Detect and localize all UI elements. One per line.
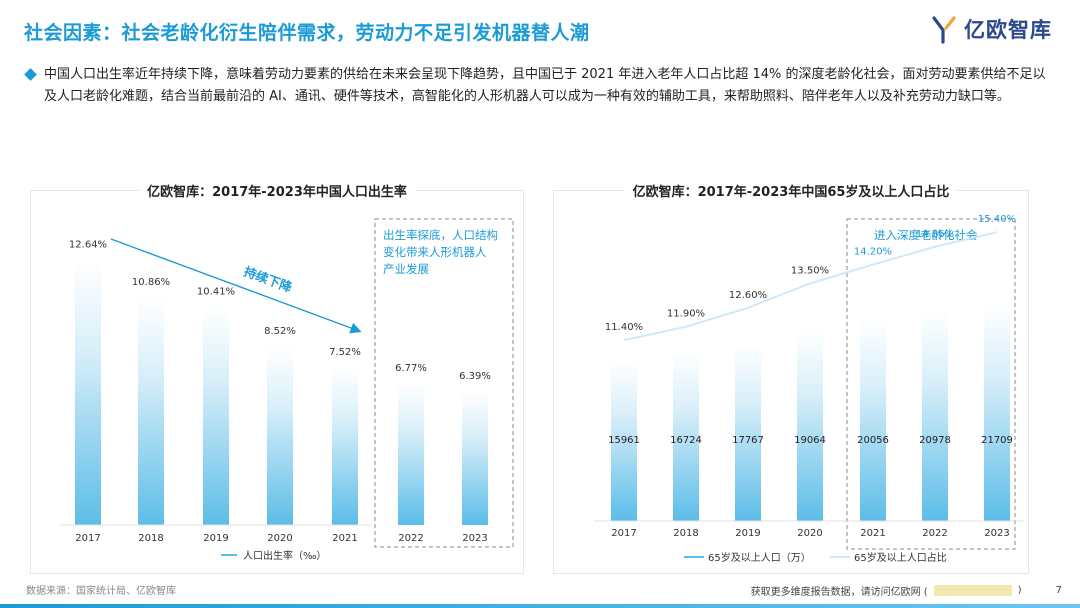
yiou-logo-icon: [932, 16, 956, 44]
footer-accent-bar: [0, 604, 1080, 608]
birth-rate-highlight-box: [374, 218, 514, 548]
birth-rate-chart-title: 亿欧智库：2017年-2023年中国人口出生率: [139, 185, 415, 200]
birth-rate-x-tick: 2020: [267, 533, 292, 544]
birth-rate-value-label: 7.52%: [329, 347, 361, 358]
birth-rate-x-tick: 2021: [332, 533, 357, 544]
summary-block: 中国人口出生率近年持续下降，意味着劳动力要素的供给在未来会呈现下降趋势，且中国已…: [24, 64, 1056, 108]
birth-rate-bar: [138, 296, 164, 525]
birth-rate-value-label: 6.39%: [459, 371, 491, 382]
elderly-population-bar: [611, 360, 637, 521]
birth-rate-bar: [203, 306, 229, 525]
elderly-legend-bar-label: 65岁及以上人口（万）: [708, 551, 811, 564]
birth-rate-value-label: 6.77%: [395, 363, 427, 374]
elderly-ratio-label: 11.40%: [605, 322, 643, 333]
elderly-population-label: 20056: [857, 435, 889, 446]
data-source: 数据来源：国家统计局、亿欧智库: [26, 586, 176, 597]
birth-rate-x-tick: 2017: [75, 533, 100, 544]
summary-text: 中国人口出生率近年持续下降，意味着劳动力要素的供给在未来会呈现下降趋势，且中国已…: [44, 67, 1046, 104]
birth-rate-value-label: 12.64%: [69, 240, 107, 251]
bullet-diamond-icon: [24, 68, 37, 81]
footer-cta-text: 获取更多维度报告数据，请访问亿欧网 (: [750, 587, 928, 598]
elderly-ratio-label: 13.50%: [791, 266, 829, 277]
page-number: 7: [1055, 585, 1062, 596]
birth-rate-value-label: 10.41%: [197, 286, 235, 297]
trend-arrow: [110, 238, 362, 334]
logo: 亿欧智库: [930, 14, 1052, 44]
birth-rate-value-label: 8.52%: [264, 326, 296, 337]
footer-website-link[interactable]: [933, 585, 1012, 596]
elderly-ratio-label: 14.86%: [916, 229, 954, 240]
elderly-x-tick: 2018: [673, 528, 698, 539]
elderly-legend-line-label: 65岁及以上人口占比: [854, 551, 947, 564]
elderly-population-bar: [797, 328, 823, 521]
footer-cta-end: ): [1017, 585, 1022, 596]
elderly-population-bar: [673, 352, 699, 521]
birth-rate-highlight-note: 变化带来人形机器人: [383, 245, 487, 259]
elderly-highlight-note: 进入深度老龄化社会: [874, 228, 978, 242]
elderly-population-bar: [984, 302, 1010, 521]
elderly-population-label: 16724: [670, 435, 702, 446]
birth-rate-bar: [398, 382, 424, 525]
elderly-x-tick: 2019: [735, 528, 760, 539]
footer-cta: 获取更多维度报告数据，请访问亿欧网 ( ) 7: [751, 583, 1062, 598]
elderly-population-bar: [735, 341, 761, 521]
elderly-ratio-label: 12.60%: [729, 290, 767, 301]
elderly-x-tick: 2020: [797, 528, 822, 539]
elderly-x-tick: 2023: [984, 528, 1009, 539]
elderly-x-tick: 2017: [611, 528, 636, 539]
birth-rate-bar: [462, 390, 488, 525]
elderly-ratio-chart: 进入深度老龄化社会 15961 2017 16724 2018 17767 2019 1906…: [594, 214, 1024, 564]
elderly-population-label: 21709: [981, 435, 1013, 446]
elderly-x-tick: 2022: [922, 528, 947, 539]
elderly-x-tick: 2021: [860, 528, 885, 539]
birth-rate-legend-label: 人口出生率（‰）: [243, 549, 326, 562]
elderly-highlight-box: [846, 218, 1016, 550]
elderly-population-bar: [860, 318, 886, 521]
birth-rate-x-tick: 2022: [398, 533, 423, 544]
birth-rate-highlight-note: 出生率探底，人口结构: [383, 228, 498, 242]
elderly-ratio-label: 14.20%: [854, 247, 892, 258]
birth-rate-bar: [332, 367, 358, 525]
birth-rate-x-tick: 2019: [203, 533, 228, 544]
logo-text: 亿欧智库: [964, 18, 1052, 42]
elderly-population-label: 17767: [732, 435, 764, 446]
elderly-population-label: 15961: [608, 435, 640, 446]
elderly-ratio-chart-panel: 亿欧智库：2017年-2023年中国65岁及以上人口占比 进入深度老龄化社会 15…: [553, 185, 1029, 574]
birth-rate-bar: [267, 346, 293, 525]
elderly-ratio-label: 15.40%: [978, 214, 1016, 225]
elderly-population-label: 20978: [919, 435, 951, 446]
birth-rate-value-label: 10.86%: [132, 277, 170, 288]
elderly-population-bar: [922, 309, 948, 521]
page-title: 社会因素：社会老龄化衍生陪伴需求，劳动力不足引发机器替人潮: [24, 22, 590, 44]
elderly-ratio-chart-title: 亿欧智库：2017年-2023年中国65岁及以上人口占比: [624, 185, 958, 200]
birth-rate-bar: [75, 259, 101, 525]
birth-rate-x-tick: 2018: [138, 533, 163, 544]
elderly-ratio-label: 11.90%: [667, 309, 705, 320]
birth-rate-chart-panel: 亿欧智库：2017年-2023年中国人口出生率 出生率探底，人口结构 变化带来人形…: [30, 185, 524, 574]
elderly-ratio-line: [623, 231, 998, 342]
birth-rate-highlight-note: 产业发展: [383, 262, 429, 276]
birth-rate-x-tick: 2023: [462, 533, 487, 544]
elderly-population-label: 19064: [794, 435, 826, 446]
